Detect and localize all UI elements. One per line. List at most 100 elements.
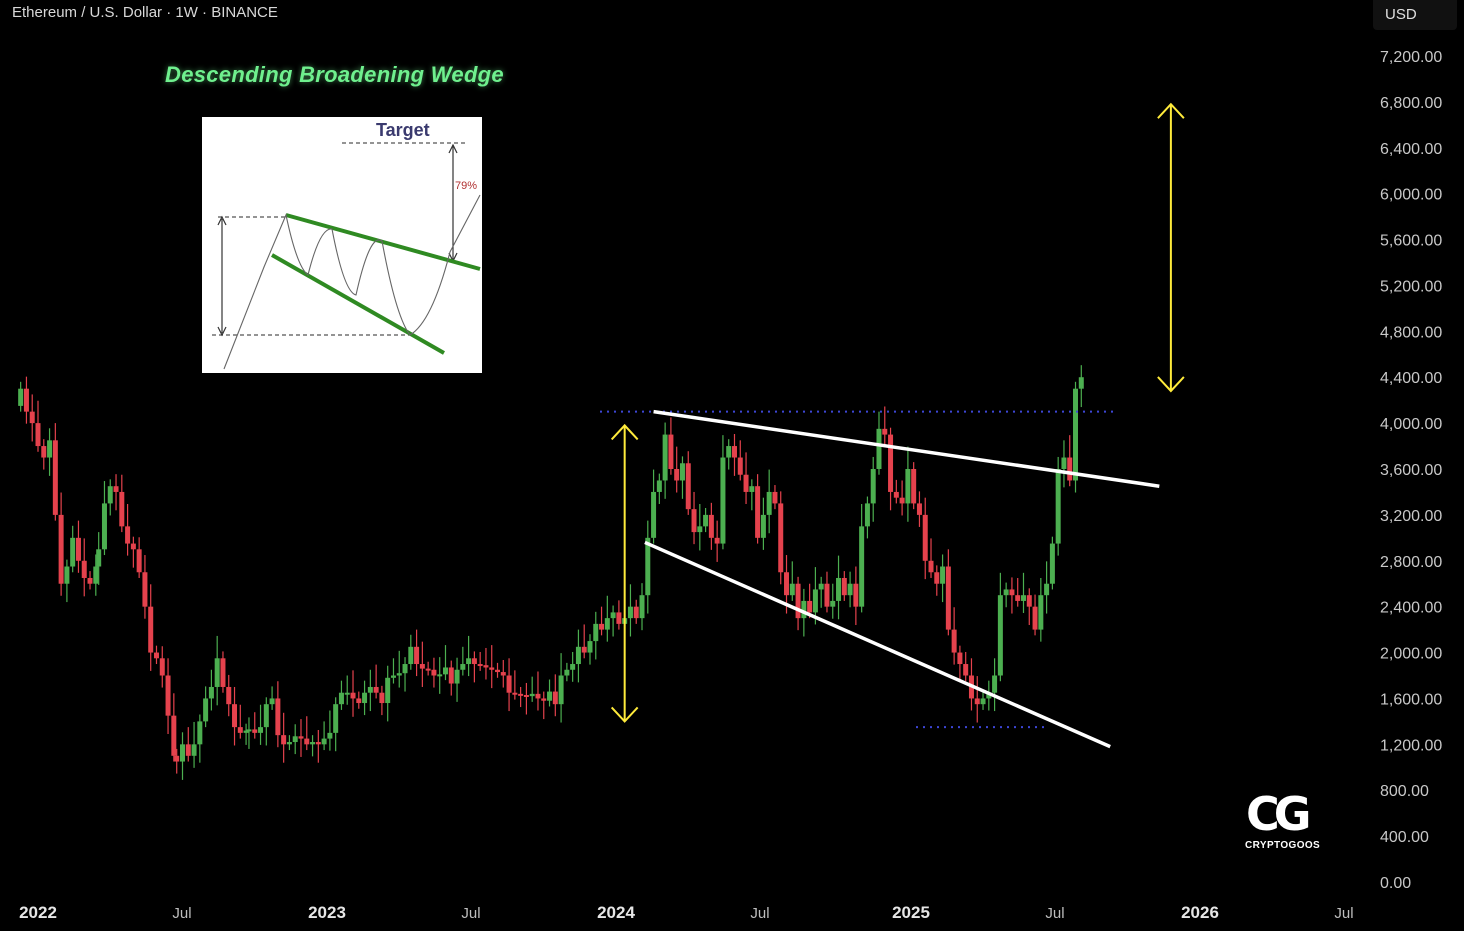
lower-trendline bbox=[644, 540, 1111, 749]
candle-body bbox=[836, 577, 842, 601]
candle-body bbox=[824, 583, 830, 607]
candle-body bbox=[841, 577, 847, 596]
pattern-title: Descending Broadening Wedge bbox=[165, 62, 504, 87]
candle-body bbox=[512, 692, 518, 695]
candle-body bbox=[789, 583, 795, 596]
currency-selector[interactable]: USD bbox=[1373, 0, 1457, 30]
candle-body bbox=[390, 675, 396, 678]
candle-body bbox=[174, 755, 180, 762]
candle-body bbox=[70, 537, 76, 567]
candle-body bbox=[237, 727, 243, 733]
candle-body bbox=[47, 440, 53, 458]
candle-body bbox=[258, 727, 264, 733]
candle-body bbox=[338, 692, 344, 705]
candle-body bbox=[246, 729, 252, 732]
candle-body bbox=[107, 486, 113, 504]
candle-body bbox=[731, 446, 737, 458]
candle-body bbox=[541, 698, 547, 701]
candle-body bbox=[963, 664, 969, 676]
candle-body bbox=[899, 497, 905, 504]
candle-body bbox=[1015, 595, 1021, 601]
candle-body bbox=[506, 675, 512, 693]
candle-body bbox=[905, 469, 911, 504]
candle-body bbox=[185, 744, 191, 756]
candle-body bbox=[18, 388, 24, 406]
x-tick-label: Jul bbox=[461, 905, 480, 922]
candle-body bbox=[101, 503, 107, 550]
candle-body bbox=[408, 646, 414, 665]
candle-body bbox=[286, 742, 292, 745]
candle-body bbox=[119, 491, 125, 527]
candle-body bbox=[784, 572, 790, 596]
candle-body bbox=[64, 566, 70, 584]
candle-body bbox=[327, 732, 333, 739]
candle-body bbox=[471, 658, 477, 665]
candle-body bbox=[651, 491, 657, 538]
y-tick-label: 3,200.00 bbox=[1380, 508, 1442, 525]
candle-body bbox=[448, 667, 454, 684]
y-tick-label: 1,600.00 bbox=[1380, 691, 1442, 708]
logo-text: CRYPTOGOOS bbox=[1245, 840, 1321, 851]
candle-body bbox=[974, 698, 980, 705]
candle-body bbox=[760, 514, 766, 538]
y-tick-label: 6,400.00 bbox=[1380, 141, 1442, 158]
candle-body bbox=[714, 537, 720, 544]
candle-body bbox=[243, 730, 249, 733]
candle-body bbox=[743, 474, 749, 492]
x-tick-label: Jul bbox=[172, 905, 191, 922]
candle-body bbox=[454, 669, 460, 684]
candle-body bbox=[604, 618, 610, 630]
y-tick-label: 4,800.00 bbox=[1380, 324, 1442, 341]
candle-body bbox=[208, 686, 214, 699]
candle-body bbox=[679, 463, 685, 481]
candle-body bbox=[125, 526, 131, 544]
candle-body bbox=[662, 434, 668, 481]
candle-body bbox=[466, 658, 472, 665]
candle-body bbox=[292, 736, 298, 743]
candle-body bbox=[928, 560, 934, 573]
chart-title: Ethereum / U.S. Dollar · 1W · BINANCE bbox=[12, 4, 278, 21]
candle-body bbox=[986, 692, 992, 699]
candle-body bbox=[570, 664, 576, 670]
candle-body bbox=[992, 675, 998, 693]
x-tick-label: Jul bbox=[750, 905, 769, 922]
candle-body bbox=[220, 658, 226, 687]
candle-body bbox=[830, 600, 836, 607]
candle-body bbox=[269, 698, 275, 705]
candle-body bbox=[1055, 469, 1061, 544]
candle-body bbox=[523, 695, 529, 698]
candle-body bbox=[304, 738, 310, 745]
candle-body bbox=[356, 698, 362, 704]
candle-body bbox=[281, 735, 287, 745]
y-tick-label: 2,000.00 bbox=[1380, 646, 1442, 663]
candle-body bbox=[232, 704, 238, 728]
candle-body bbox=[29, 411, 35, 424]
candle-body bbox=[171, 715, 177, 756]
candle-body bbox=[489, 667, 495, 670]
candle-body bbox=[997, 595, 1003, 676]
candle-body bbox=[518, 693, 524, 696]
candle-body bbox=[801, 600, 807, 619]
candle-body bbox=[807, 600, 813, 613]
candle-body bbox=[252, 729, 258, 733]
candle-body bbox=[708, 514, 714, 538]
candle-body bbox=[87, 577, 93, 584]
candle-body bbox=[373, 686, 379, 693]
candle-body bbox=[333, 704, 339, 733]
y-tick-label: 3,600.00 bbox=[1380, 462, 1442, 479]
candle-body bbox=[350, 692, 356, 699]
candle-body bbox=[159, 658, 165, 676]
upper-trendline bbox=[653, 409, 1160, 488]
candle-body bbox=[876, 428, 882, 469]
candle-body bbox=[980, 698, 986, 705]
candle-body bbox=[298, 736, 304, 739]
candle-body bbox=[633, 606, 639, 619]
candle-body bbox=[1078, 377, 1084, 389]
pattern-height-arrow-head-top bbox=[610, 423, 639, 441]
candle-body bbox=[610, 612, 616, 619]
candle-body bbox=[93, 566, 99, 584]
candle-body bbox=[529, 693, 535, 697]
candle-body bbox=[870, 469, 876, 504]
diagram-upper-trendline bbox=[285, 213, 481, 271]
